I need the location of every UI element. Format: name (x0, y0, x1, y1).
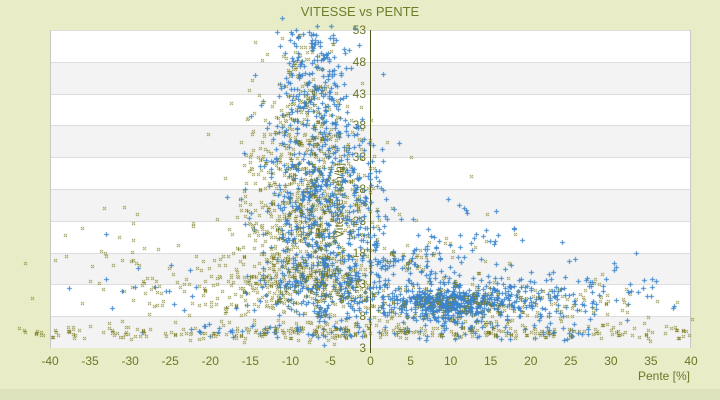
bottom-strip (0, 389, 720, 400)
x-tick-label: 5 (407, 354, 414, 368)
zero-axis-line (370, 30, 371, 353)
y-tick-label: 33 (352, 150, 366, 165)
x-tick-label: -30 (121, 354, 139, 368)
y-tick-label: 28 (352, 182, 366, 196)
x-tick-label: -20 (201, 354, 219, 368)
x-tick-label: -35 (81, 354, 99, 368)
x-tick-label: -5 (325, 354, 336, 368)
x-tick-label: 35 (644, 354, 658, 368)
x-tick-label: -15 (241, 354, 259, 368)
y-tick-label: 13 (352, 277, 366, 292)
x-tick-label: 0 (367, 354, 374, 368)
x-tick-label: 10 (443, 354, 458, 368)
y-tick-label: 53 (352, 23, 366, 37)
x-tick-label: 20 (524, 354, 538, 368)
chart-title: VITESSE vs PENTE (300, 4, 420, 19)
x-tick-label: -40 (41, 354, 59, 368)
x-axis-label: Pente [%] (637, 369, 690, 383)
x-tick-label: 15 (484, 354, 498, 368)
y-tick-label: 48 (352, 54, 366, 69)
x-tick-label: 30 (604, 354, 618, 368)
x-tick-label: -10 (281, 354, 300, 368)
y-tick-label: 18 (352, 245, 366, 260)
x-tick-label: -25 (161, 354, 179, 368)
y-tick-label: 8 (359, 309, 366, 324)
x-tick-label: 40 (684, 354, 698, 368)
y-tick-label: 43 (352, 86, 366, 101)
y-tick-label: 38 (352, 118, 366, 133)
x-tick-label: 25 (564, 354, 578, 368)
y-tick-label: 23 (352, 213, 366, 228)
